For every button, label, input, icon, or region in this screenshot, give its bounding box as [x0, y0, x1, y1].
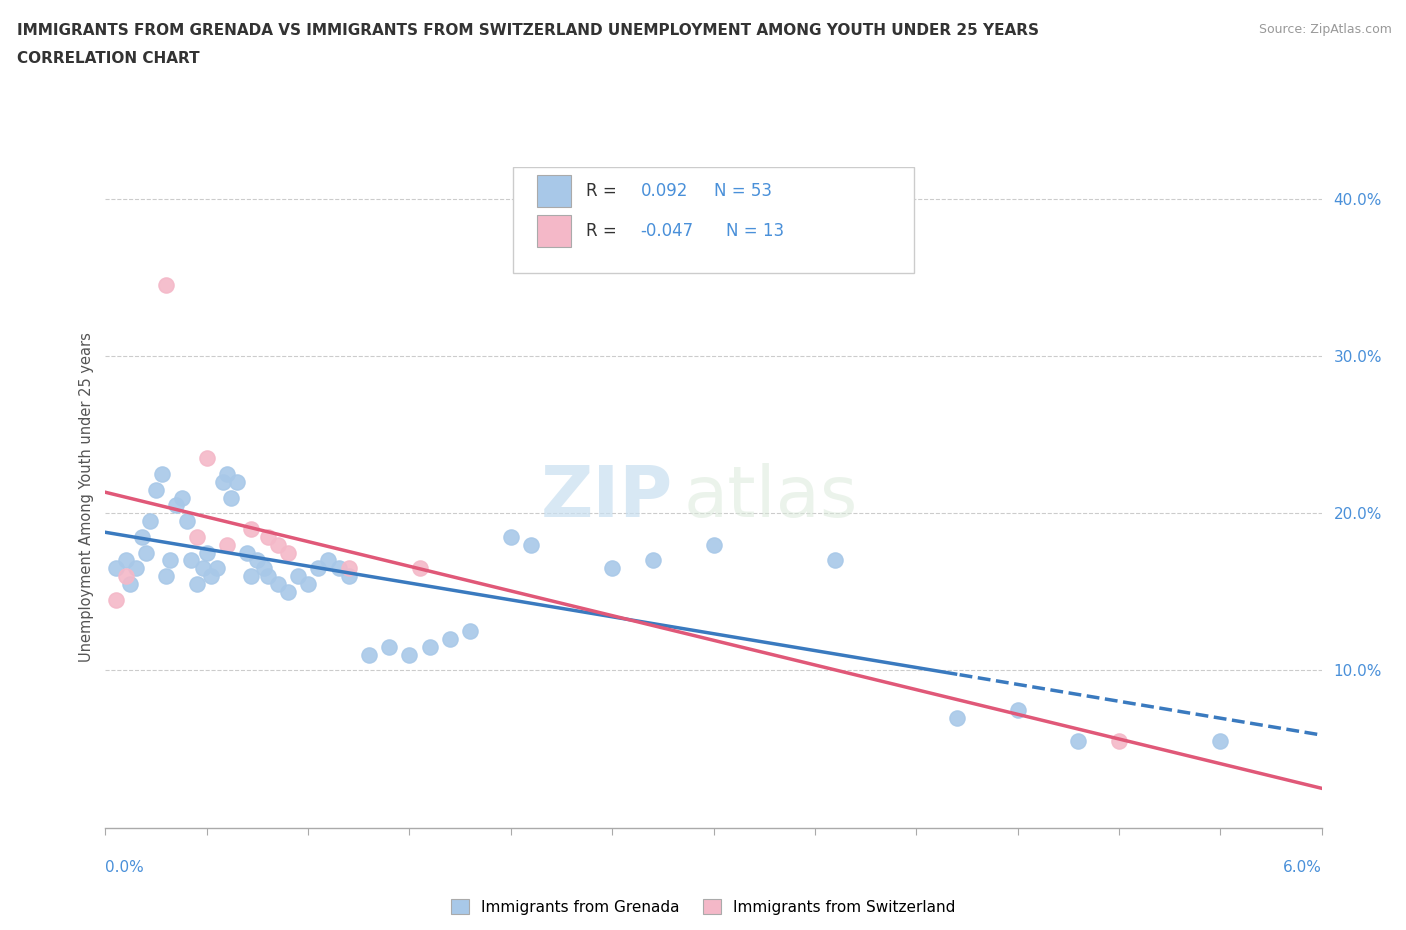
- FancyBboxPatch shape: [537, 176, 571, 207]
- Text: IMMIGRANTS FROM GRENADA VS IMMIGRANTS FROM SWITZERLAND UNEMPLOYMENT AMONG YOUTH : IMMIGRANTS FROM GRENADA VS IMMIGRANTS FR…: [17, 23, 1039, 38]
- FancyBboxPatch shape: [513, 167, 914, 273]
- Point: [195, 545, 218, 560]
- Point: [240, 569, 263, 584]
- Point: [118, 577, 141, 591]
- Point: [186, 529, 208, 544]
- Point: [256, 569, 278, 584]
- Text: N = 53: N = 53: [713, 181, 772, 200]
- Text: R =: R =: [586, 181, 621, 200]
- Point: [458, 624, 481, 639]
- Point: [439, 631, 461, 646]
- Point: [212, 474, 235, 489]
- Point: [408, 561, 430, 576]
- Point: [236, 545, 259, 560]
- Point: [135, 545, 157, 560]
- Point: [180, 553, 202, 568]
- Text: Source: ZipAtlas.com: Source: ZipAtlas.com: [1258, 23, 1392, 36]
- Point: [114, 553, 136, 568]
- Legend: Immigrants from Grenada, Immigrants from Switzerland: Immigrants from Grenada, Immigrants from…: [443, 891, 963, 923]
- Point: [267, 538, 290, 552]
- Point: [195, 451, 218, 466]
- Point: [150, 467, 173, 482]
- Point: [145, 483, 167, 498]
- Point: [1067, 734, 1090, 749]
- Point: [159, 553, 181, 568]
- Point: [318, 553, 340, 568]
- Point: [125, 561, 148, 576]
- Text: 6.0%: 6.0%: [1282, 860, 1322, 875]
- Point: [287, 569, 309, 584]
- Y-axis label: Unemployment Among Youth under 25 years: Unemployment Among Youth under 25 years: [79, 333, 94, 662]
- Point: [186, 577, 208, 591]
- Point: [297, 577, 319, 591]
- Point: [104, 592, 127, 607]
- Point: [337, 561, 360, 576]
- FancyBboxPatch shape: [537, 215, 571, 246]
- Point: [131, 529, 153, 544]
- Point: [337, 569, 360, 584]
- Text: 0.092: 0.092: [641, 181, 688, 200]
- Text: atlas: atlas: [683, 463, 858, 532]
- Point: [641, 553, 664, 568]
- Point: [277, 545, 299, 560]
- Point: [277, 584, 299, 599]
- Point: [1209, 734, 1232, 749]
- Point: [219, 490, 242, 505]
- Point: [176, 513, 198, 528]
- Point: [307, 561, 329, 576]
- Point: [155, 569, 177, 584]
- Point: [172, 490, 194, 505]
- Point: [252, 561, 274, 576]
- Point: [600, 561, 623, 576]
- Point: [155, 278, 177, 293]
- Point: [328, 561, 350, 576]
- Point: [357, 647, 380, 662]
- Point: [702, 538, 725, 552]
- Point: [256, 529, 278, 544]
- Point: [240, 522, 263, 537]
- Text: ZIP: ZIP: [541, 463, 673, 532]
- Point: [378, 640, 401, 655]
- Point: [215, 467, 238, 482]
- Text: 0.0%: 0.0%: [105, 860, 145, 875]
- Point: [1108, 734, 1130, 749]
- Point: [246, 553, 269, 568]
- Point: [419, 640, 441, 655]
- Point: [499, 529, 522, 544]
- Text: R =: R =: [586, 222, 621, 241]
- Point: [200, 569, 222, 584]
- Point: [398, 647, 420, 662]
- Point: [267, 577, 290, 591]
- Point: [1007, 702, 1029, 717]
- Point: [114, 569, 136, 584]
- Point: [139, 513, 162, 528]
- Point: [205, 561, 228, 576]
- Point: [945, 711, 967, 725]
- Point: [191, 561, 214, 576]
- Text: CORRELATION CHART: CORRELATION CHART: [17, 51, 200, 66]
- Text: N = 13: N = 13: [725, 222, 783, 241]
- Point: [165, 498, 187, 512]
- Point: [824, 553, 846, 568]
- Point: [226, 474, 249, 489]
- Point: [520, 538, 543, 552]
- Text: -0.047: -0.047: [641, 222, 693, 241]
- Point: [104, 561, 127, 576]
- Point: [215, 538, 238, 552]
